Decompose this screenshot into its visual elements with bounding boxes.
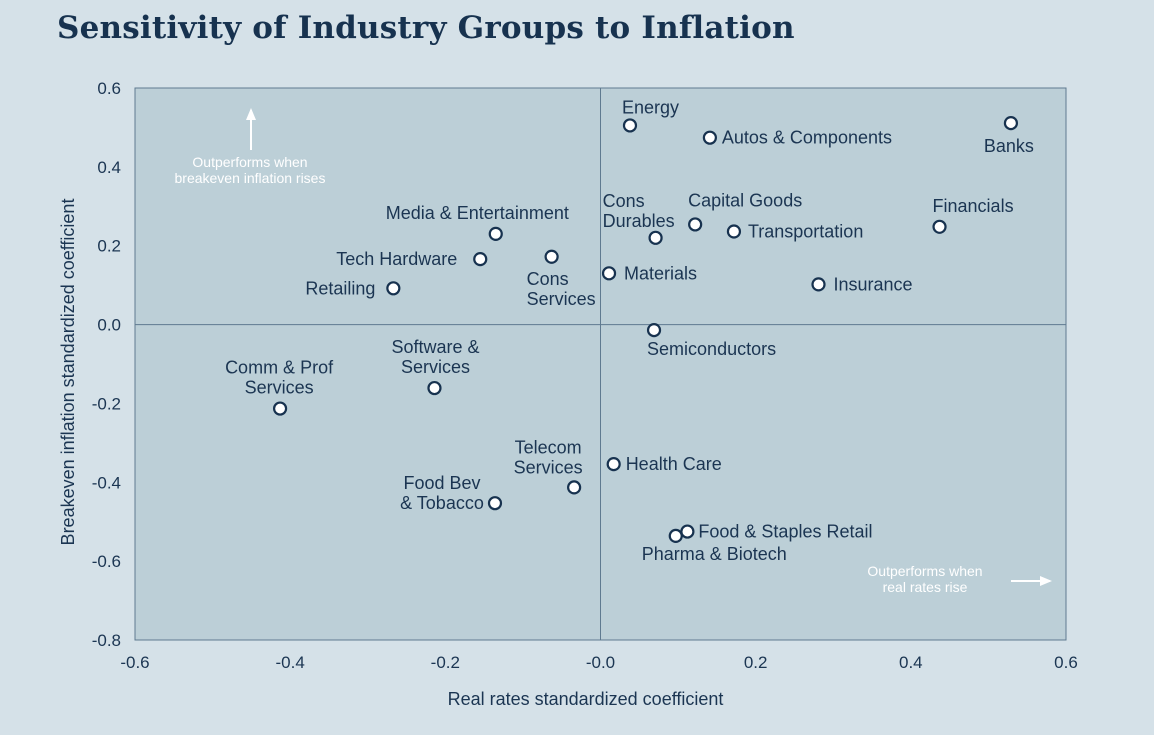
- label-health-care: Health Care: [626, 454, 722, 474]
- point-tech-hardware: [473, 252, 488, 267]
- x-tick-label: -0.2: [431, 653, 460, 672]
- label-energy: Energy: [622, 97, 679, 117]
- label-tech-hardware: Tech Hardware: [336, 249, 457, 269]
- label-financials: Financials: [933, 196, 1014, 216]
- point-cons-services: [544, 249, 559, 264]
- point-banks: [1003, 115, 1019, 131]
- y-tick-label: -0.4: [92, 473, 121, 492]
- label-materials: Materials: [624, 263, 697, 283]
- label-pharma-and-biotech: Pharma & Biotech: [642, 544, 787, 564]
- label-cons-services: Cons Services: [527, 269, 596, 309]
- real-rates-note-arrowhead: [1040, 576, 1052, 586]
- reference-lines: [135, 88, 1066, 640]
- point-food-bev-and-tobacco: [487, 496, 503, 511]
- label-cons-durables: Cons Durables: [603, 191, 675, 231]
- x-tick-label: 0.6: [1054, 653, 1078, 672]
- label-transportation: Transportation: [748, 222, 863, 242]
- annotations: Outperforms when breakeven inflation rise…: [175, 108, 1052, 595]
- y-tick-label: 0.4: [97, 158, 121, 177]
- point-cons-durables: [648, 230, 663, 245]
- x-tick-label: 0.2: [744, 653, 768, 672]
- breakeven-note: Outperforms when breakeven inflation rise…: [175, 154, 326, 186]
- label-semiconductors: Semiconductors: [647, 339, 776, 359]
- label-media-and-entertainment: Media & Entertainment: [386, 203, 569, 223]
- y-tick-label: 0.0: [97, 316, 121, 335]
- point-financials: [932, 219, 947, 234]
- label-autos-and-components: Autos & Components: [722, 128, 892, 148]
- point-media-and-entertainment: [488, 226, 503, 241]
- label-banks: Banks: [984, 136, 1034, 156]
- label-retailing: Retailing: [305, 278, 375, 298]
- point-labels: Energy Autos & Components Banks Media & Ent…: [225, 97, 1034, 563]
- breakeven-note-arrowhead: [246, 108, 256, 120]
- point-comm-and-prof-services: [272, 401, 288, 416]
- point-semiconductors: [646, 322, 662, 338]
- point-pharma-and-biotech: [668, 528, 683, 544]
- point-software-and-services: [427, 380, 442, 396]
- x-axis-ticks: -0.6 -0.4 -0.2 -0.0 0.2 0.4 0.6: [120, 653, 1077, 672]
- data-points: [272, 115, 1019, 544]
- y-tick-label: -0.2: [92, 394, 121, 413]
- label-food-bev-and-tobacco: Food Bev & Tobacco: [400, 473, 484, 513]
- real-rates-note: Outperforms when real rates rise: [867, 563, 982, 595]
- point-energy: [622, 118, 638, 133]
- x-tick-label: -0.4: [276, 653, 305, 672]
- point-autos-and-components: [702, 130, 717, 145]
- point-telecom-services: [567, 480, 582, 495]
- point-retailing: [386, 281, 401, 296]
- point-capital-goods: [688, 217, 703, 232]
- x-tick-label: -0.6: [120, 653, 149, 672]
- y-axis-ticks: 0.6 0.4 0.2 0.0 -0.2 -0.4 -0.6 -0.8: [92, 79, 121, 650]
- point-materials: [601, 266, 617, 281]
- label-capital-goods: Capital Goods: [688, 190, 802, 210]
- point-insurance: [811, 277, 826, 292]
- y-tick-label: 0.2: [97, 237, 121, 256]
- x-tick-label: -0.0: [586, 653, 615, 672]
- label-insurance: Insurance: [834, 274, 913, 294]
- point-health-care: [606, 457, 621, 472]
- x-axis-label: Real rates standardized coefficient: [448, 689, 724, 709]
- chart-title: Sensitivity of Industry Groups to Inflat…: [57, 10, 795, 46]
- x-tick-label: 0.4: [899, 653, 923, 672]
- label-telecom-services: Telecom Services: [514, 437, 583, 477]
- label-comm-and-prof-services: Comm & Prof Services: [225, 358, 334, 398]
- y-tick-label: -0.6: [92, 552, 121, 571]
- label-software-and-services: Software & Services: [391, 337, 479, 377]
- y-axis-label: Breakeven inflation standardized coeffic…: [58, 199, 78, 546]
- y-tick-label: -0.8: [92, 631, 121, 650]
- point-food-and-staples-retail: [680, 524, 695, 539]
- label-food-and-staples-retail: Food & Staples Retail: [698, 522, 872, 542]
- y-tick-label: 0.6: [97, 79, 121, 98]
- point-transportation: [726, 224, 742, 239]
